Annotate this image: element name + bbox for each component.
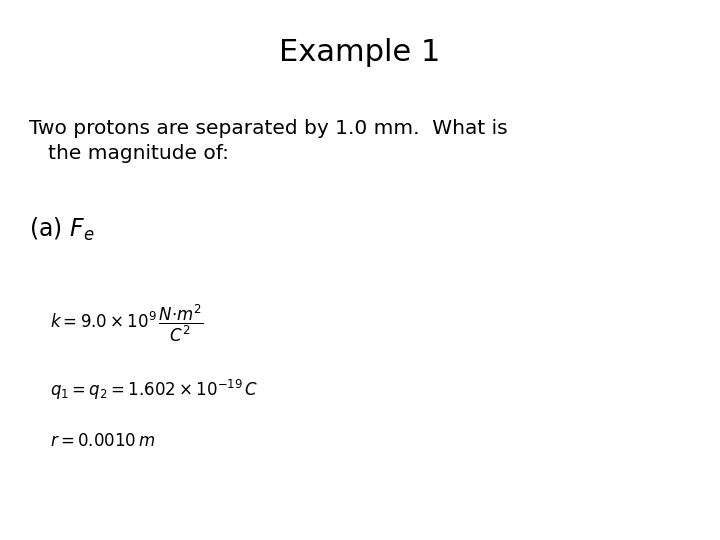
- Text: $q_1 = q_2 = 1.602\times10^{-19}\,C$: $q_1 = q_2 = 1.602\times10^{-19}\,C$: [50, 378, 258, 402]
- Text: $r = 0.0010\,m$: $r = 0.0010\,m$: [50, 432, 156, 450]
- Text: Two protons are separated by 1.0 mm.  What is
   the magnitude of:: Two protons are separated by 1.0 mm. Wha…: [29, 119, 508, 163]
- Text: $k = 9.0\times10^{9}\,\dfrac{N{\cdot}m^2}{C^2}$: $k = 9.0\times10^{9}\,\dfrac{N{\cdot}m^2…: [50, 302, 204, 344]
- Text: (a) $F_e$: (a) $F_e$: [29, 216, 94, 243]
- Text: Example 1: Example 1: [279, 38, 441, 67]
